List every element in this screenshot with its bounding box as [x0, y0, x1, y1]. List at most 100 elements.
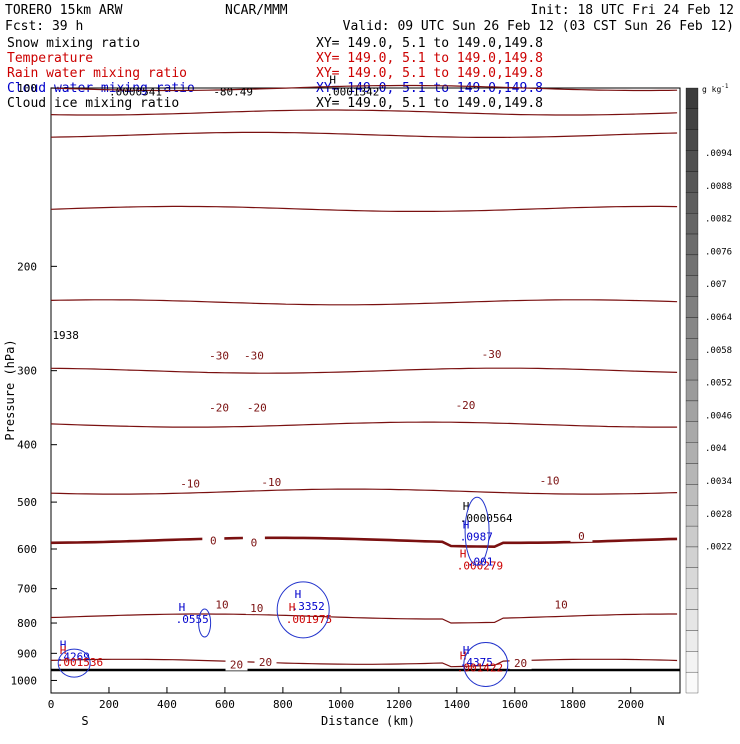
colorbar-tick-label: .007 [705, 280, 727, 290]
max-marker-H: H [463, 518, 470, 531]
colorbar-tick-label: .0034 [705, 477, 732, 487]
valid-time: Valid: 09 UTC Sun 26 Feb 12 (03 CST Sun … [343, 19, 734, 34]
colorbar-tick-label: .0022 [705, 543, 732, 553]
max-marker-H: H [60, 644, 67, 657]
colorbar-tick-label: .0046 [705, 411, 732, 421]
cloud-water-contour [57, 648, 91, 678]
contour-label: -10 [261, 476, 281, 489]
temperature-contour-line [50, 131, 678, 138]
max-marker-value: .0987 [460, 530, 493, 543]
max-marker-H: H [463, 500, 470, 513]
contour-label-bg [242, 536, 265, 549]
colorbar-segment [685, 567, 699, 589]
colorbar-segment [685, 546, 699, 568]
y-tick-label: 600 [17, 543, 37, 556]
colorbar-segment [685, 505, 699, 527]
contour-label-bg [260, 475, 283, 488]
temperature-contours [50, 84, 678, 668]
y-tick-label: 200 [17, 260, 37, 273]
colorbar-tick-label: .0058 [705, 346, 732, 356]
colorbar-tick-label: .0076 [705, 247, 732, 257]
y-tick-label: 900 [17, 647, 37, 660]
colorbar-segment [685, 87, 699, 110]
colorbar-segment [685, 421, 699, 443]
colorbar-segment [685, 213, 699, 235]
temperature-contour-line [50, 205, 678, 212]
legend-label: Rain water mixing ratio [7, 66, 187, 81]
legend-label: Snow mixing ratio [7, 36, 140, 51]
contour-label-bg [208, 349, 231, 362]
plot-frame [50, 87, 681, 694]
contour-label: -20 [456, 399, 476, 412]
temperature-contour-line [50, 658, 678, 668]
max-marker-H: H [460, 548, 467, 561]
contour-label-bg [570, 529, 593, 542]
colorbar-segment [685, 588, 699, 610]
max-marker-value: .000279 [457, 560, 503, 573]
colorbar-tick-label: .0064 [705, 313, 732, 323]
contour-label: 0 [210, 534, 217, 547]
colorbar-tick-label: .0052 [705, 379, 732, 389]
colorbar-tick-label: .0082 [705, 215, 732, 225]
max-marker-value: 1938 [52, 329, 79, 342]
x-tick-label: 1600 [502, 698, 529, 711]
contour-label-bg [509, 657, 532, 670]
x-tick-label: 1800 [560, 698, 587, 711]
init-time: Init: 18 UTC Fri 24 Feb 12 [531, 3, 735, 18]
axes: 0 200 400 600 800 1000 1200 1400 1600 1800 2000100… [11, 82, 644, 711]
x-axis-label: Distance (km) [321, 714, 415, 728]
x-tick-label: 1000 [328, 698, 355, 711]
colorbar-segment [685, 379, 699, 402]
colorbar-segment [685, 525, 699, 548]
cloud-water-contour [198, 608, 212, 638]
contour-label: 10 [555, 599, 568, 612]
max-marker-value: .0555 [176, 613, 209, 626]
temperature-contour-line [50, 109, 678, 116]
legend-xy: XY= 149.0, 5.1 to 149.0,149.8 [316, 96, 543, 111]
model-title: TORERO 15km ARW [5, 3, 123, 18]
x-end-label-left: S [81, 714, 88, 728]
colorbar-tick-label: .004 [705, 444, 727, 454]
colorbar-tick-label: .0094 [705, 149, 732, 159]
cloud-water-contour [464, 496, 490, 566]
x-tick-label: 0 [48, 698, 55, 711]
max-marker-H: H [289, 601, 296, 614]
colorbar-unit: g kg-1 [702, 83, 729, 94]
contour-label-bg [454, 399, 477, 412]
colorbar-segment [685, 317, 699, 339]
x-tick-label: 1200 [386, 698, 413, 711]
colorbar: .0094 .0088 .0082 .0076 .007 .0064 .0058 .0052.… [685, 87, 732, 694]
colorbar-segment [685, 233, 699, 256]
legend-label: Cloud ice mixing ratio [7, 96, 179, 111]
colorbar-segment [685, 442, 699, 464]
cloud-water-contour [276, 581, 330, 639]
contour-label: 0 [251, 536, 258, 549]
temperature-contour-line [50, 367, 678, 374]
legend-xy: XY= 149.0, 5.1 to 149.0,149.8 [316, 51, 543, 66]
contour-label: -30 [209, 350, 229, 363]
y-tick-label: 100 [17, 82, 37, 95]
contour-label-bg [242, 349, 265, 362]
contour-label: 10 [250, 602, 263, 615]
contour-label: -30 [482, 348, 502, 361]
contour-label-bg [245, 602, 268, 615]
forecast-hour: Fcst: 39 h [5, 19, 83, 34]
max-marker-H: H [460, 649, 467, 662]
contour-label: -30 [244, 350, 264, 363]
x-tick-label: 2000 [617, 698, 644, 711]
colorbar-segment [685, 254, 699, 276]
colorbar-segment [685, 150, 699, 172]
x-end-label-right: N [657, 714, 664, 728]
temperature-contour-line [50, 84, 678, 92]
legend-xy: XY= 149.0, 5.1 to 149.0,149.8 [316, 36, 543, 51]
contour-label-bg [211, 598, 234, 611]
y-axis-label: Pressure (hPa) [3, 339, 17, 440]
contour-label: -20 [247, 401, 267, 414]
max-marker-H: H [295, 588, 302, 601]
x-tick-label: 800 [273, 698, 293, 711]
max-marker-value: .3352 [292, 600, 325, 613]
colorbar-segment [685, 484, 699, 506]
temperature-contour-line [50, 488, 678, 495]
